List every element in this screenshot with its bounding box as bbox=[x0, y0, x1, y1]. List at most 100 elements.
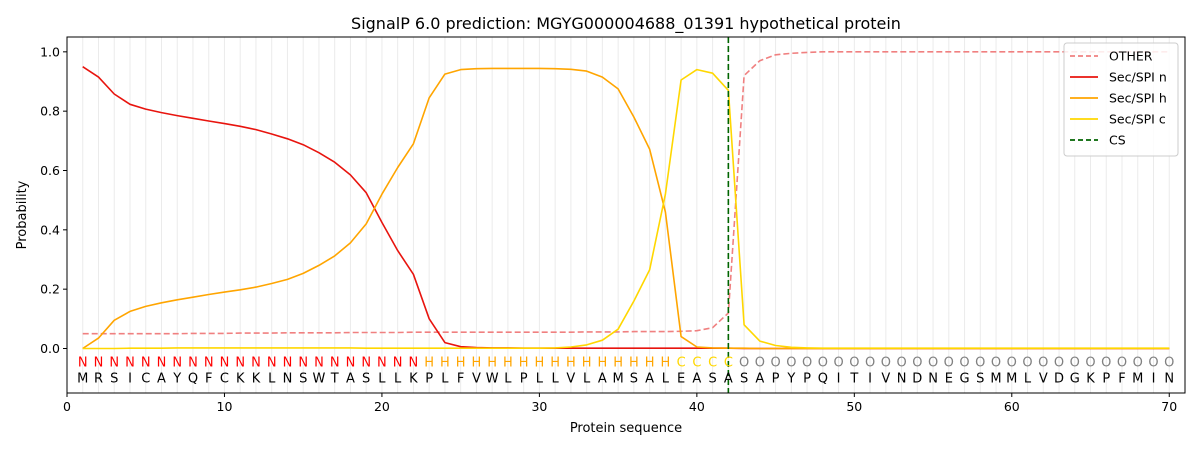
residue-letter: L bbox=[268, 372, 276, 387]
residue-letter: L bbox=[662, 372, 670, 387]
legend-label: CS bbox=[1109, 133, 1126, 148]
region-label: O bbox=[802, 355, 812, 370]
region-label: N bbox=[109, 355, 119, 370]
residue-letter: L bbox=[394, 372, 402, 387]
residue-letter: S bbox=[299, 372, 307, 387]
residue-letter: A bbox=[157, 372, 166, 387]
region-label: N bbox=[188, 355, 198, 370]
region-label: O bbox=[865, 355, 875, 370]
residue-letter: R bbox=[94, 372, 103, 387]
residue-letter: L bbox=[441, 372, 449, 387]
residue-letter: S bbox=[708, 372, 716, 387]
y-axis-label: Probability bbox=[15, 180, 30, 249]
residue-letter: S bbox=[630, 372, 638, 387]
region-label: N bbox=[361, 355, 371, 370]
region-label: N bbox=[377, 355, 387, 370]
residue-letter: T bbox=[849, 372, 858, 387]
region-label: H bbox=[613, 355, 623, 370]
residue-letter: C bbox=[220, 372, 229, 387]
residue-letter: N bbox=[283, 372, 293, 387]
residue-letter: V bbox=[472, 372, 481, 387]
region-label: N bbox=[298, 355, 308, 370]
residue-letter: L bbox=[378, 372, 386, 387]
region-label: N bbox=[235, 355, 245, 370]
legend-label: Sec/SPI h bbox=[1109, 91, 1167, 106]
region-label: O bbox=[896, 355, 906, 370]
legend: OTHER Sec/SPI n Sec/SPI h Sec/SPI c CS bbox=[1063, 42, 1179, 157]
region-label: O bbox=[1148, 355, 1158, 370]
residue-letter: M bbox=[1132, 372, 1143, 387]
region-label: O bbox=[1070, 355, 1080, 370]
region-label: H bbox=[440, 355, 450, 370]
residue-letter: F bbox=[457, 372, 464, 387]
region-label: N bbox=[393, 355, 403, 370]
residue-letter: A bbox=[645, 372, 654, 387]
region-label: O bbox=[959, 355, 969, 370]
region-label: N bbox=[267, 355, 277, 370]
region-label: H bbox=[660, 355, 670, 370]
x-tick-label: 10 bbox=[217, 399, 233, 414]
region-label: H bbox=[597, 355, 607, 370]
region-label: O bbox=[975, 355, 985, 370]
residue-letter: S bbox=[110, 372, 118, 387]
residue-letter: K bbox=[1086, 372, 1095, 387]
region-label: O bbox=[1022, 355, 1032, 370]
region-label: O bbox=[1164, 355, 1174, 370]
residue-letter: M bbox=[1006, 372, 1017, 387]
y-tick-label: 1.0 bbox=[40, 44, 60, 59]
residue-letter: V bbox=[1039, 372, 1048, 387]
residue-letter: M bbox=[990, 372, 1001, 387]
y-tick-label: 0.8 bbox=[40, 104, 60, 119]
residue-letter: K bbox=[236, 372, 245, 387]
region-label: N bbox=[94, 355, 104, 370]
region-label: N bbox=[330, 355, 340, 370]
legend-label: OTHER bbox=[1109, 49, 1153, 64]
residue-letter: A bbox=[692, 372, 701, 387]
region-label: N bbox=[204, 355, 214, 370]
residue-letter: F bbox=[205, 372, 212, 387]
y-tick-label: 0.0 bbox=[40, 341, 60, 356]
region-label: C bbox=[708, 355, 717, 370]
region-label: N bbox=[78, 355, 88, 370]
x-tick-label: 30 bbox=[531, 399, 547, 414]
region-label: O bbox=[739, 355, 749, 370]
region-label: H bbox=[424, 355, 434, 370]
region-label: O bbox=[944, 355, 954, 370]
residue-letter: F bbox=[1118, 372, 1125, 387]
region-label: O bbox=[928, 355, 938, 370]
x-tick-label: 70 bbox=[1161, 399, 1177, 414]
residue-letter: M bbox=[77, 372, 88, 387]
residue-letter: E bbox=[945, 372, 953, 387]
plot-area-frame bbox=[66, 36, 1186, 394]
residue-letter: S bbox=[740, 372, 748, 387]
region-label: H bbox=[472, 355, 482, 370]
residue-letter: S bbox=[976, 372, 984, 387]
region-label: H bbox=[629, 355, 639, 370]
residue-letter: D bbox=[912, 372, 922, 387]
region-label: O bbox=[1054, 355, 1064, 370]
residue-letter: P bbox=[425, 372, 433, 387]
region-label: N bbox=[172, 355, 182, 370]
residue-letter: S bbox=[362, 372, 370, 387]
residue-letter: N bbox=[897, 372, 907, 387]
residue-letter: V bbox=[566, 372, 575, 387]
residue-letter: K bbox=[409, 372, 418, 387]
region-label: N bbox=[125, 355, 135, 370]
region-label: O bbox=[786, 355, 796, 370]
region-label: H bbox=[487, 355, 497, 370]
residue-letter: L bbox=[536, 372, 544, 387]
region-label: N bbox=[251, 355, 261, 370]
residue-letter: L bbox=[583, 372, 591, 387]
region-label: O bbox=[833, 355, 843, 370]
legend-label: Sec/SPI c bbox=[1109, 112, 1166, 127]
region-label: N bbox=[157, 355, 167, 370]
y-tick-label: 0.6 bbox=[40, 163, 60, 178]
region-label: N bbox=[346, 355, 356, 370]
series-line-sec-spi-c bbox=[82, 68, 1170, 350]
x-tick-label: 60 bbox=[1004, 399, 1020, 414]
region-label: N bbox=[220, 355, 230, 370]
residue-letter: W bbox=[486, 372, 499, 387]
residue-letter: Y bbox=[172, 372, 181, 387]
region-label: N bbox=[314, 355, 324, 370]
